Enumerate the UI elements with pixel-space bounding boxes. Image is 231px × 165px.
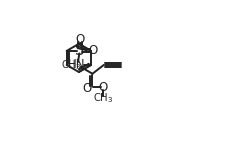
Text: O: O xyxy=(82,82,91,95)
Text: O: O xyxy=(75,33,84,46)
Text: CH$_3$: CH$_3$ xyxy=(93,91,113,105)
Text: S: S xyxy=(75,43,84,58)
Text: O: O xyxy=(88,44,97,57)
Text: CH$_3$: CH$_3$ xyxy=(61,58,82,72)
Text: HN: HN xyxy=(67,58,85,71)
Text: O: O xyxy=(98,81,107,94)
